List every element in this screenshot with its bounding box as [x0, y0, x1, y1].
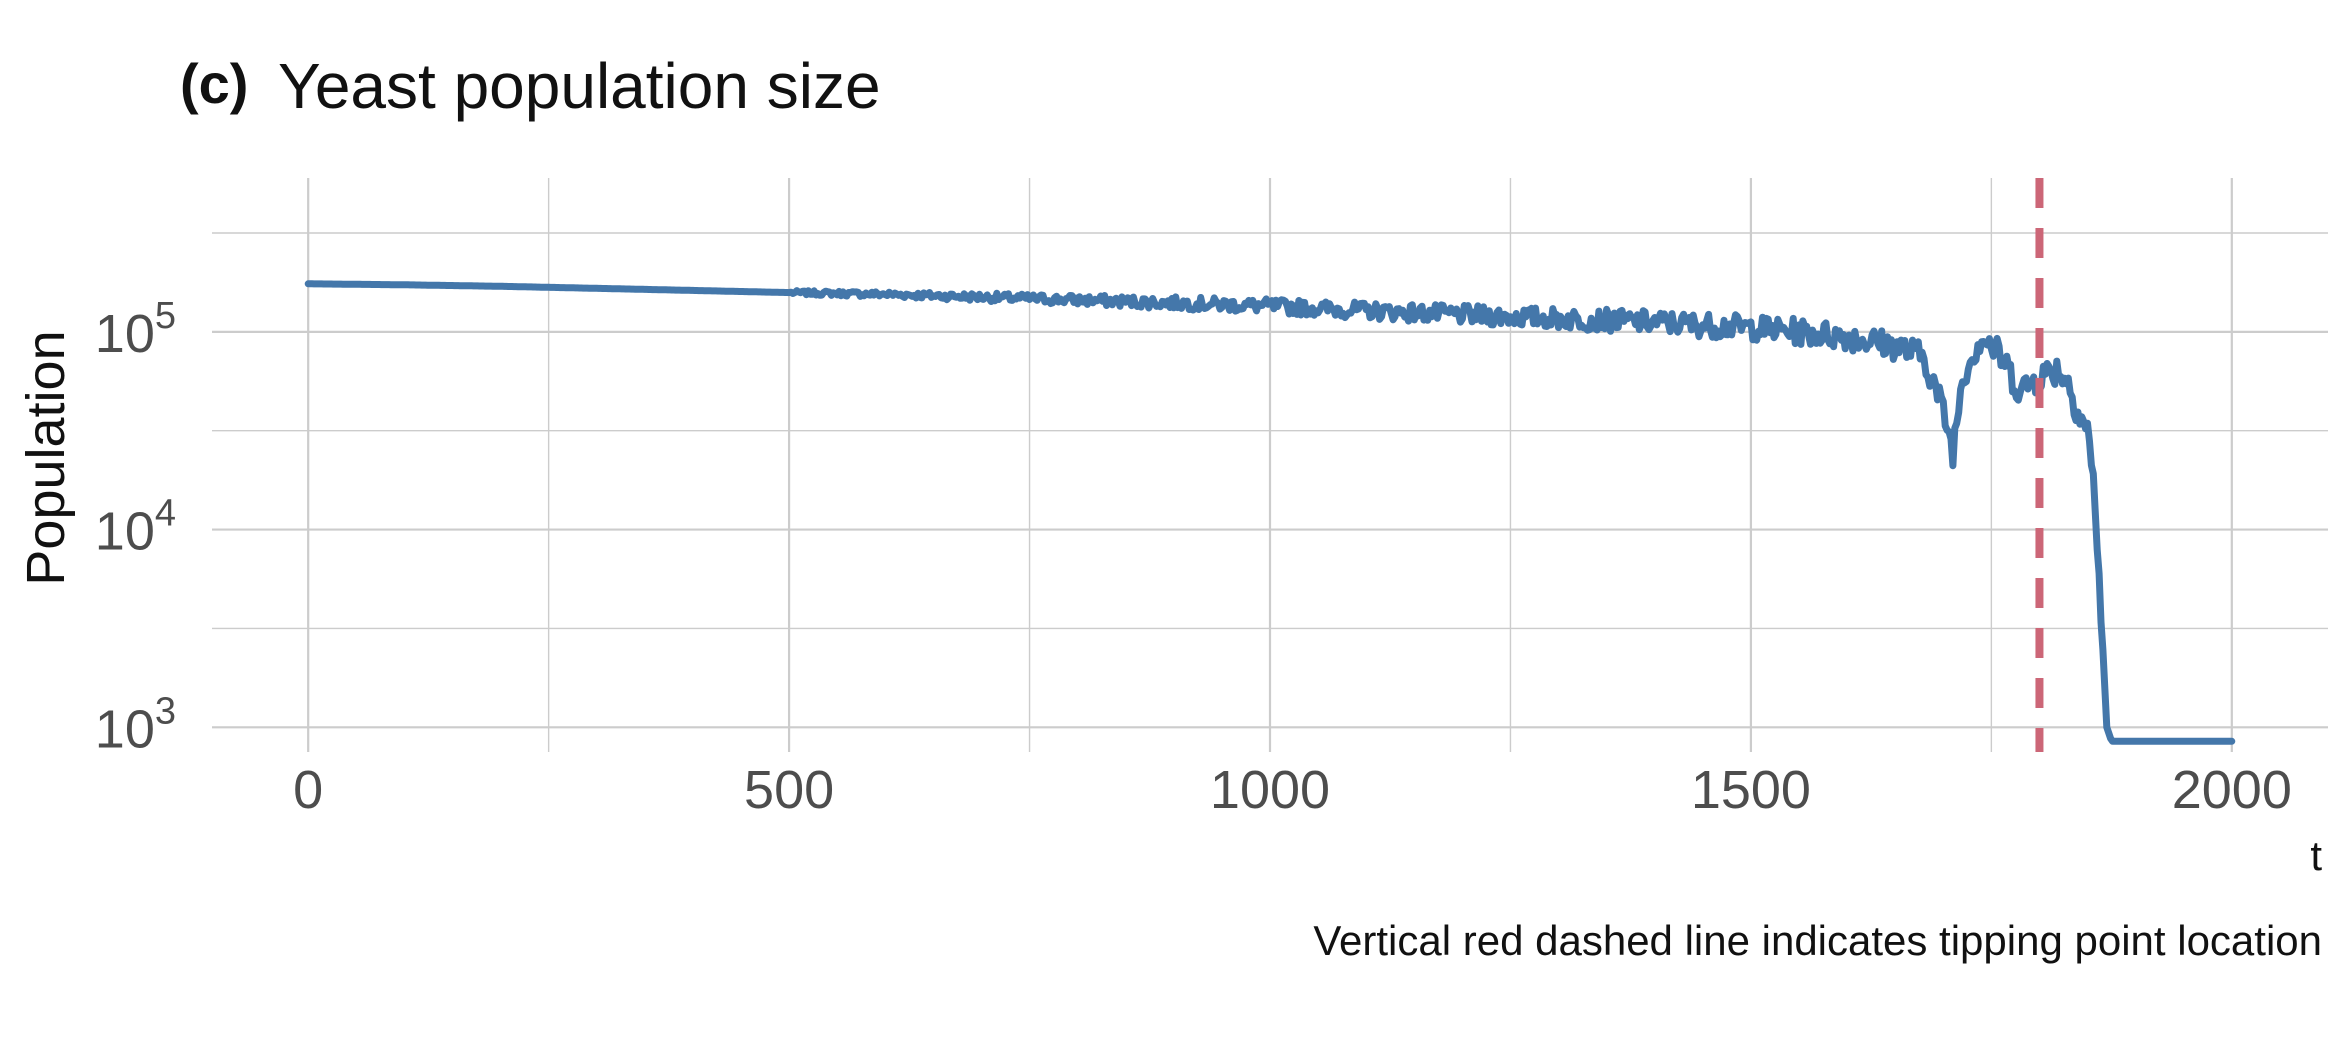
- x-axis-label: t: [2310, 832, 2322, 879]
- x-tick-label: 1000: [1210, 760, 1330, 820]
- population-series-line: [304, 280, 2236, 745]
- x-tick-label: 0: [293, 760, 323, 820]
- y-tick-label: 104: [95, 493, 176, 562]
- panel-tag: (c): [180, 52, 248, 115]
- y-axis-label: Population: [16, 330, 76, 585]
- x-tick-label: 500: [744, 760, 834, 820]
- chart-caption: Vertical red dashed line indicates tippi…: [1313, 917, 2322, 964]
- x-tick-label: 2000: [2172, 760, 2292, 820]
- grid: [212, 178, 2328, 752]
- y-axis-ticks: 103 104 105: [95, 295, 176, 759]
- y-tick-label: 103: [95, 690, 176, 759]
- y-tick-label: 105: [95, 295, 176, 364]
- x-axis-ticks: 0 500 1000 1500 2000: [293, 760, 2292, 820]
- chart-title: Yeast population size: [278, 50, 881, 122]
- series-layer: [304, 280, 2236, 745]
- x-tick-label: 1500: [1691, 760, 1811, 820]
